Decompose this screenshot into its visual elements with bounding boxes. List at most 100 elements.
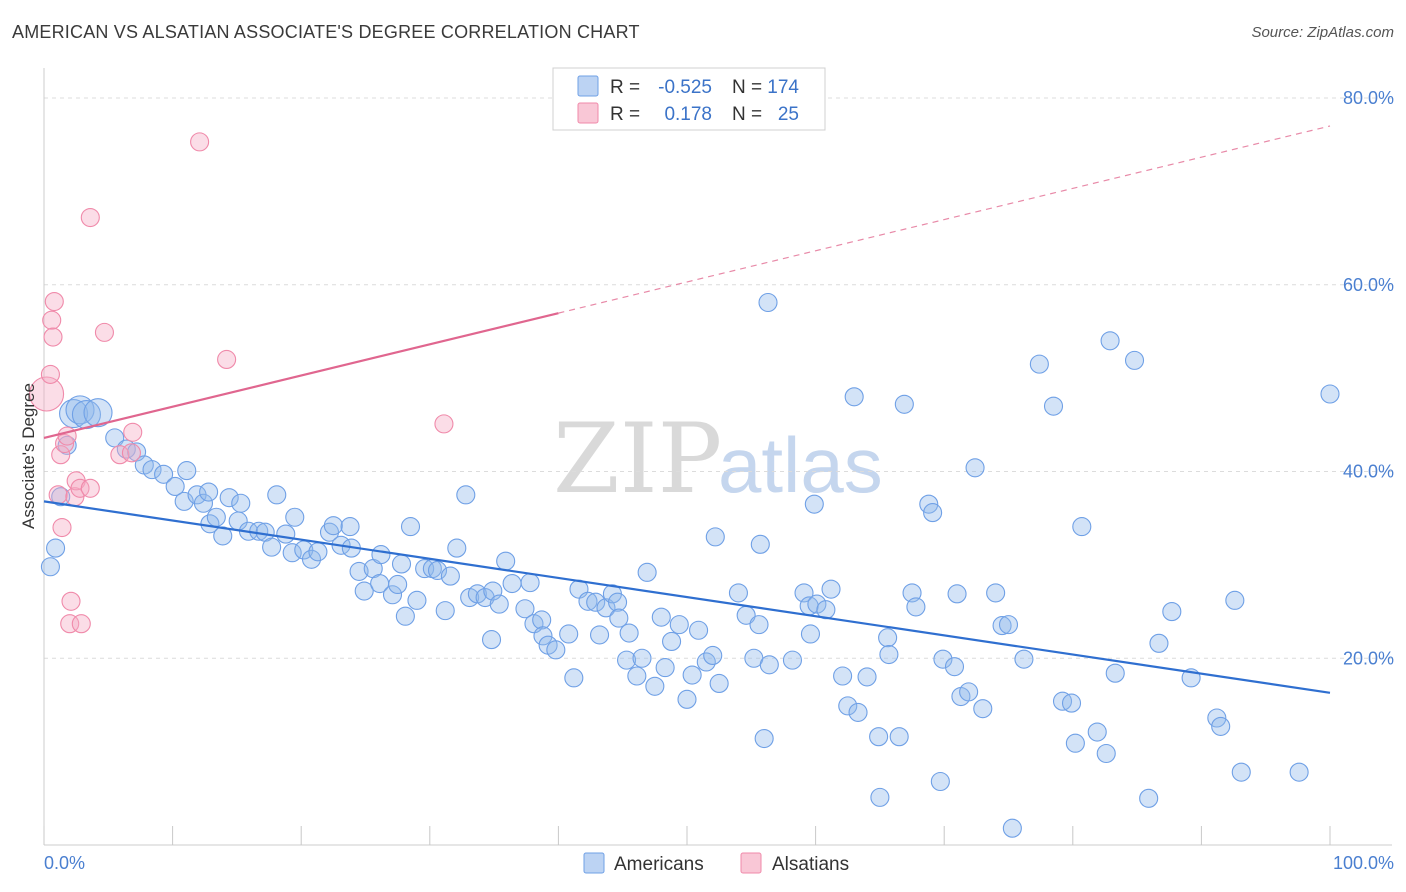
legend-r-label-americans: R = — [610, 77, 640, 98]
american-point — [1289, 762, 1309, 782]
american-point — [267, 485, 287, 505]
american-point — [627, 666, 647, 686]
american-point — [637, 562, 657, 582]
american-point — [447, 538, 467, 558]
american-point — [750, 534, 770, 554]
american-point — [645, 676, 665, 696]
bottom-legend-swatch-alsatians — [740, 852, 762, 874]
axes — [43, 68, 1392, 846]
american-point — [154, 464, 174, 484]
legend-box: R = -0.525 N = 174 R = 0.178 N = 25 — [552, 67, 826, 131]
bottom-legend: Americans Alsatians — [583, 852, 849, 875]
american-point — [40, 557, 60, 577]
american-point — [489, 594, 509, 614]
american-point — [933, 649, 953, 669]
alsatian-point — [29, 376, 65, 412]
american-point — [532, 610, 552, 630]
y-tick-labels: 20.0% 40.0% 60.0% 80.0% — [1343, 88, 1394, 668]
american-point — [564, 668, 584, 688]
american-point — [502, 573, 522, 594]
trend-line-americans — [43, 500, 1331, 694]
alsatian-point — [60, 614, 80, 634]
alsatian-point — [70, 478, 90, 498]
american-point — [199, 482, 219, 502]
american-point — [807, 594, 827, 614]
american-point — [340, 517, 360, 537]
alsatian-point — [123, 422, 143, 442]
american-point — [944, 657, 965, 677]
american-point — [1211, 716, 1231, 736]
watermark-atlas: atlas — [718, 421, 883, 509]
american-point — [546, 640, 566, 660]
american-point — [869, 727, 889, 747]
series-americans — [40, 292, 1340, 838]
american-point — [782, 650, 803, 670]
american-point — [804, 494, 824, 514]
american-point — [754, 729, 774, 749]
bottom-legend-swatch-americans — [583, 852, 605, 874]
american-point — [1225, 590, 1245, 610]
american-point — [965, 458, 985, 478]
american-point — [496, 551, 516, 571]
legend-r-value-americans: -0.525 — [658, 77, 712, 98]
american-point — [193, 493, 214, 513]
american-point — [219, 488, 239, 508]
source-label: Source: ZipAtlas.com — [1251, 24, 1394, 41]
alsatian-point — [71, 614, 91, 634]
american-point — [703, 645, 723, 665]
american-point — [728, 583, 748, 603]
grid-lines — [44, 97, 1392, 659]
american-point — [689, 620, 709, 640]
bottom-legend-label-americans: Americans — [614, 854, 704, 875]
american-point — [1231, 762, 1251, 782]
american-point — [749, 615, 769, 635]
american-point — [440, 566, 460, 586]
american-point — [262, 537, 282, 557]
american-point — [889, 727, 909, 747]
american-point — [533, 626, 553, 646]
y-tick-label: 60.0% — [1343, 275, 1394, 295]
american-point — [1072, 517, 1092, 537]
alsatian-point — [94, 322, 114, 342]
legend-r-label-alsatians: R = — [610, 104, 640, 125]
american-point — [947, 584, 967, 604]
series-alsatians — [29, 132, 454, 634]
american-point — [371, 545, 391, 565]
american-point — [838, 696, 858, 716]
alsatian-point — [190, 132, 210, 152]
american-point — [1002, 818, 1022, 838]
y-tick-label: 20.0% — [1343, 648, 1394, 668]
american-point — [879, 644, 899, 665]
american-point — [590, 625, 610, 645]
american-point — [1320, 384, 1340, 404]
alsatian-point — [44, 292, 64, 312]
american-point — [276, 524, 296, 544]
alsatian-point — [52, 517, 72, 538]
american-point — [844, 387, 864, 407]
american-point — [586, 592, 606, 612]
alsatian-point — [40, 364, 60, 384]
american-point — [206, 507, 226, 527]
american-point — [758, 292, 778, 313]
alsatian-point — [80, 207, 100, 228]
alsatian-point — [42, 310, 62, 330]
american-point — [632, 648, 652, 668]
american-point — [1100, 331, 1120, 351]
legend-n-label-alsatians: N = — [732, 104, 762, 125]
american-point — [973, 699, 993, 719]
alsatian-point — [61, 591, 81, 611]
american-point — [515, 599, 535, 619]
legend-n-value-alsatians: 25 — [778, 104, 799, 125]
x-tick-label-min: 0.0% — [44, 853, 85, 873]
american-point — [1124, 350, 1145, 370]
american-point — [231, 493, 251, 513]
american-point — [354, 581, 374, 601]
american-point — [46, 538, 66, 558]
american-point — [395, 606, 415, 626]
american-point — [400, 517, 421, 537]
y-tick-label: 80.0% — [1343, 88, 1394, 108]
american-point — [878, 628, 898, 648]
american-point — [1061, 693, 1082, 713]
american-point — [1105, 663, 1125, 683]
